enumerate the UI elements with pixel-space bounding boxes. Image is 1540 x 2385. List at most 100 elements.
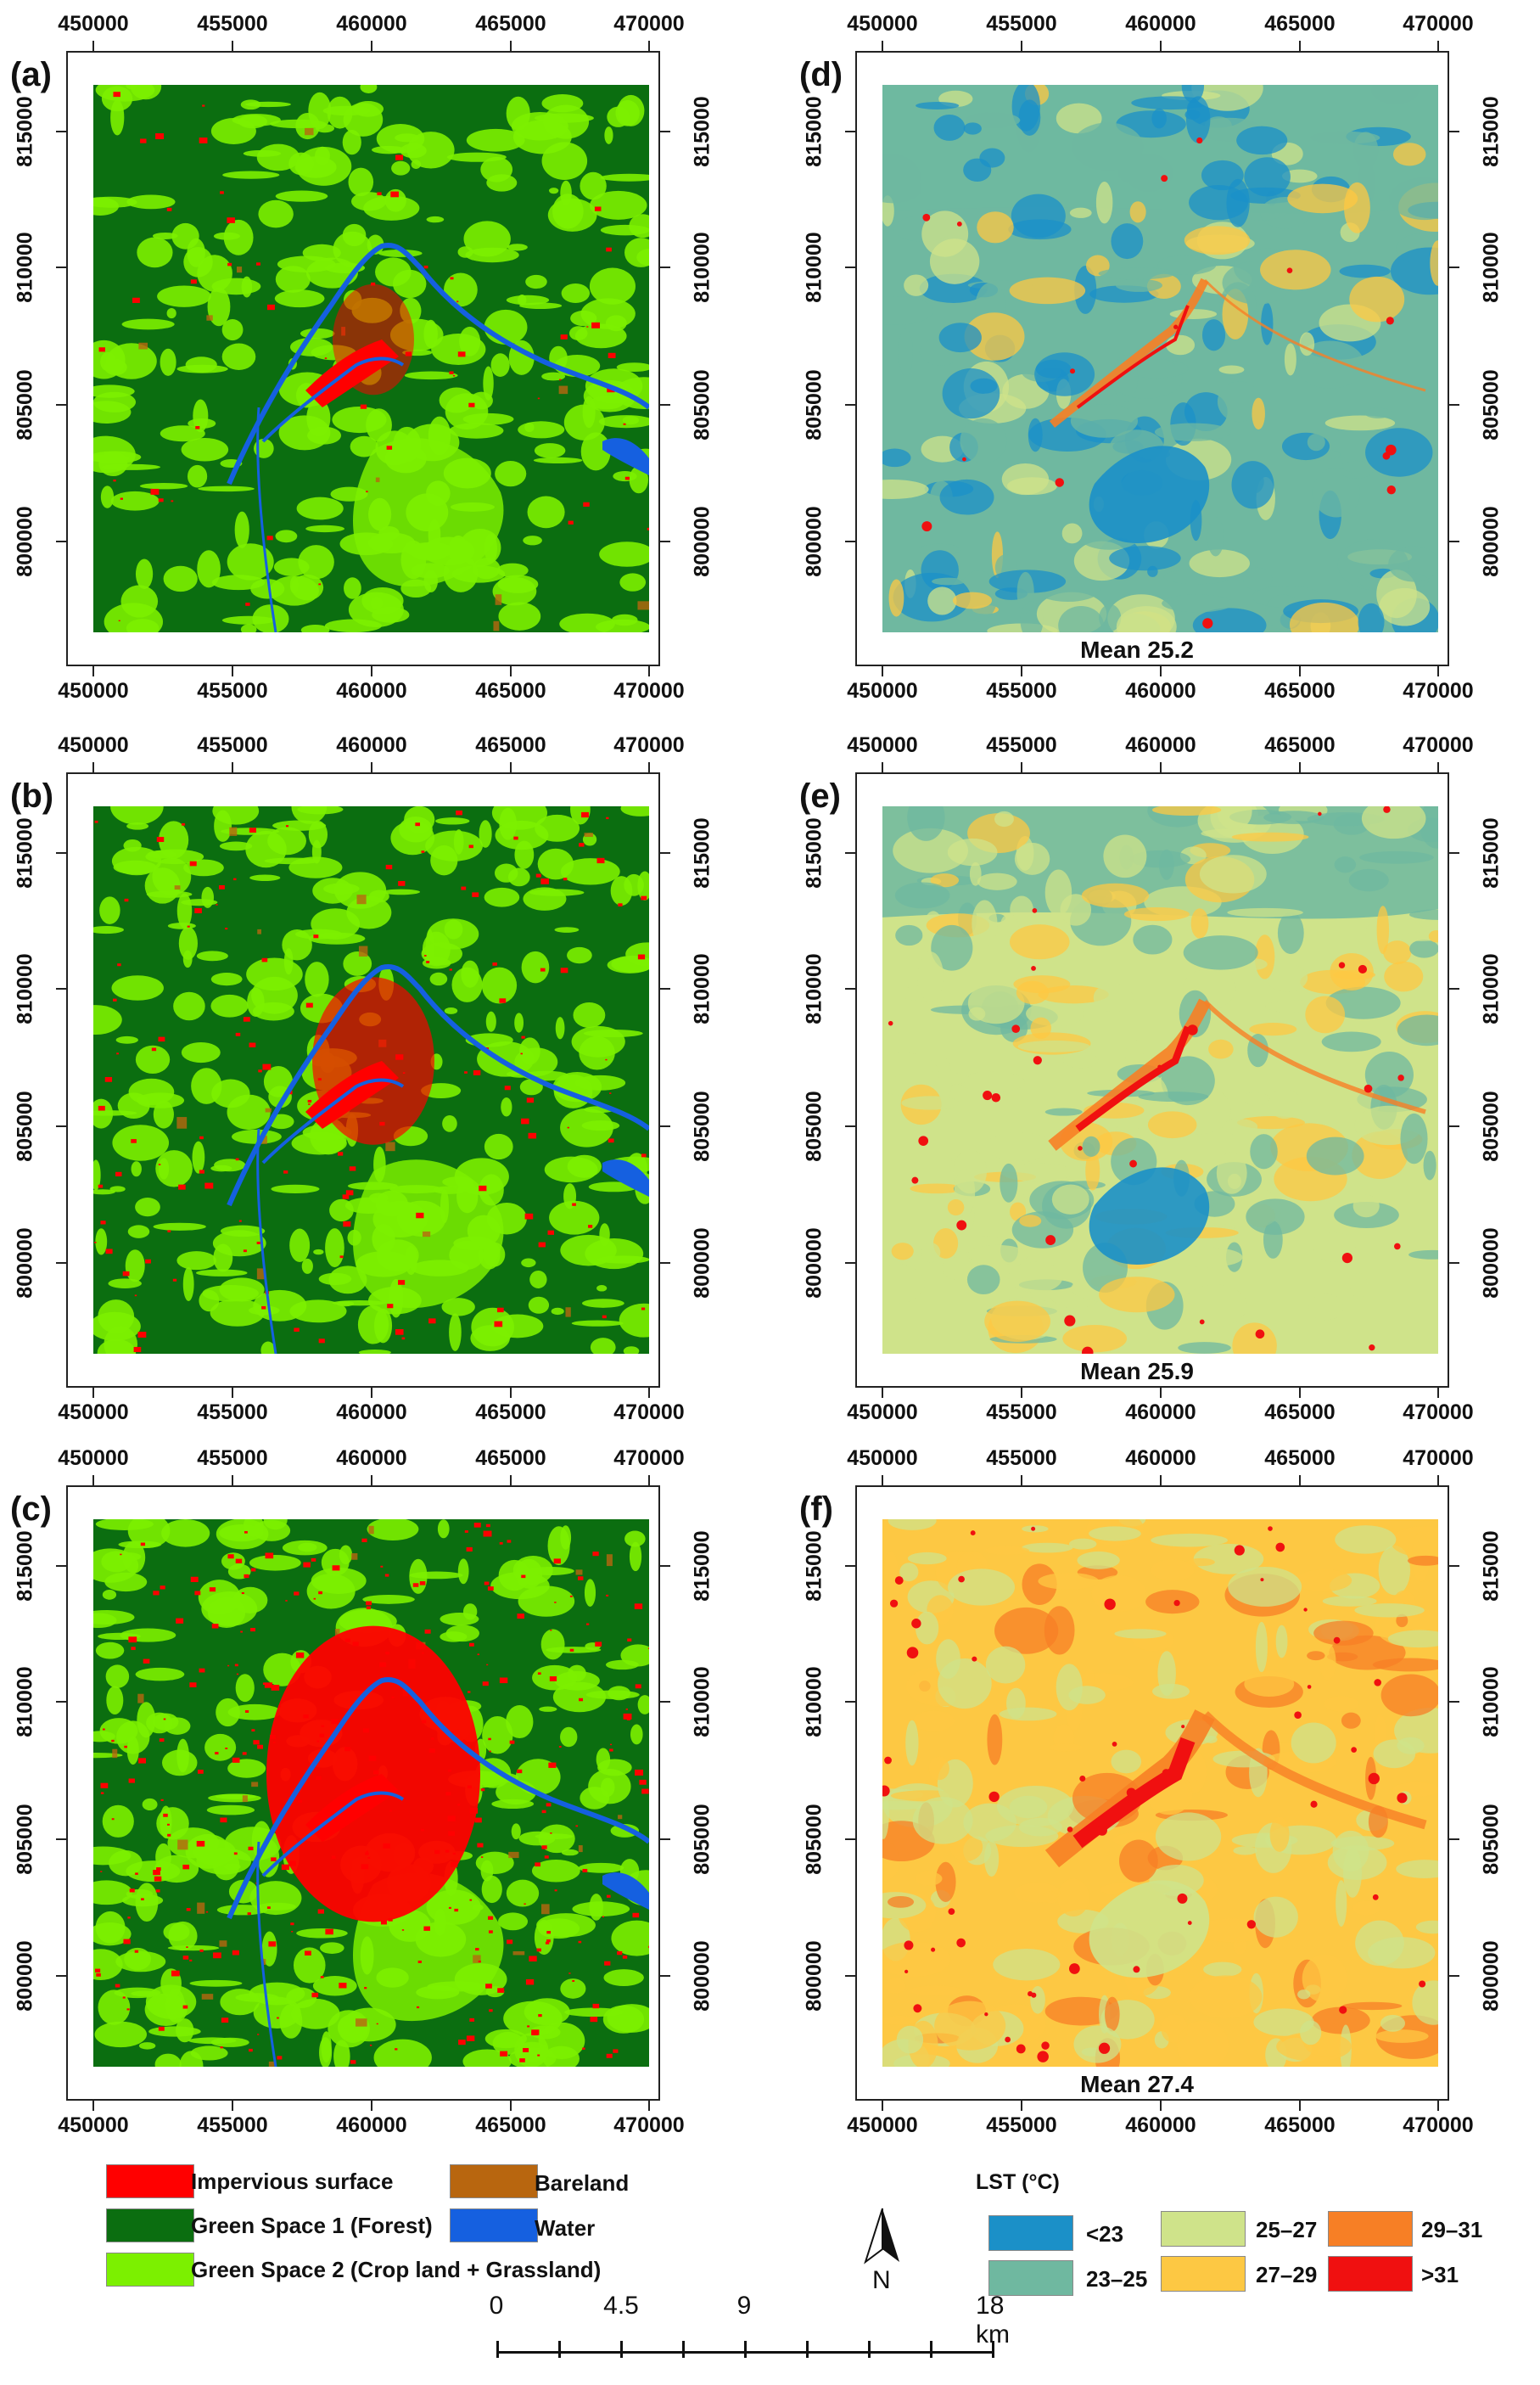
y-tick-mark-left [56, 541, 66, 542]
x-tick-mark-bottom [1160, 2101, 1162, 2111]
y-tick-label-right: 815000 [1479, 1530, 1504, 1602]
x-tick-mark-bottom [1021, 1388, 1022, 1398]
landcover-legend: Impervious surface Green Space 1 (Forest… [106, 2164, 870, 2292]
y-tick-label-left: 810000 [802, 1666, 826, 1737]
x-tick-label-bottom: 465000 [1264, 679, 1336, 703]
legend-swatch-water [450, 2208, 538, 2242]
x-tick-label-bottom: 455000 [197, 2113, 268, 2137]
x-tick-mark-top [1021, 41, 1022, 51]
x-tick-label-bottom: 450000 [847, 1400, 918, 1424]
y-tick-mark-left [845, 1125, 855, 1127]
x-tick-mark-bottom [648, 666, 650, 676]
x-tick-mark-top [232, 1475, 233, 1485]
legend-label-cropland: Green Space 2 (Crop land + Grassland) [191, 2257, 602, 2282]
y-tick-label-right: 815000 [690, 1530, 714, 1602]
x-tick-label-top: 450000 [847, 733, 918, 757]
x-tick-label-top: 470000 [1403, 12, 1474, 36]
x-tick-mark-top [510, 1475, 512, 1485]
x-tick-mark-top [1437, 762, 1439, 772]
legend-label-forest: Green Space 1 (Forest) [191, 2213, 433, 2238]
scale-bar-tick [744, 2341, 747, 2358]
y-tick-mark-right [1449, 1701, 1459, 1703]
x-tick-mark-bottom [371, 2101, 372, 2111]
panel-label: (e) [799, 777, 841, 815]
y-tick-label-right: 800000 [1479, 1227, 1504, 1299]
x-tick-label-bottom: 455000 [986, 679, 1057, 703]
x-tick-mark-top [1160, 41, 1162, 51]
x-tick-label-bottom: 465000 [1264, 2113, 1336, 2137]
legend-swatch-impervious [106, 2164, 194, 2198]
x-tick-mark-top [371, 41, 372, 51]
scale-bar-tick [558, 2341, 561, 2358]
x-tick-label-bottom: 465000 [475, 1400, 546, 1424]
landcover-raster [93, 1519, 649, 2067]
lst-swatch-27-29 [1161, 2256, 1246, 2292]
y-tick-mark-right [1449, 1975, 1459, 1977]
x-tick-mark-top [92, 41, 94, 51]
x-tick-label-bottom: 465000 [1264, 1400, 1336, 1424]
y-tick-mark-left [56, 1262, 66, 1264]
lst-swatch-29-31 [1328, 2211, 1413, 2247]
landcover-raster [93, 806, 649, 1354]
x-tick-label-bottom: 460000 [336, 679, 407, 703]
x-tick-mark-top [882, 762, 883, 772]
x-tick-mark-bottom [1299, 2101, 1301, 2111]
x-tick-mark-top [232, 762, 233, 772]
lst-swatch-lt23 [988, 2215, 1073, 2251]
y-tick-mark-right [1449, 267, 1459, 268]
x-tick-label-top: 455000 [197, 1446, 268, 1470]
x-tick-mark-top [648, 762, 650, 772]
y-tick-mark-left [56, 1975, 66, 1977]
x-tick-label-top: 465000 [475, 733, 546, 757]
y-tick-label-left: 810000 [13, 232, 37, 303]
y-tick-label-left: 815000 [802, 817, 826, 889]
y-tick-label-right: 800000 [690, 1940, 714, 2012]
panel-b: (b) 450000 450000 455000 455000 460000 460000 4… [0, 721, 747, 1460]
y-tick-mark-left [845, 1701, 855, 1703]
y-tick-label-left: 815000 [13, 96, 37, 167]
x-tick-label-top: 460000 [1125, 12, 1196, 36]
x-tick-label-top: 470000 [1403, 1446, 1474, 1470]
x-tick-label-bottom: 455000 [986, 1400, 1057, 1424]
y-tick-label-right: 810000 [1479, 1666, 1504, 1737]
y-tick-mark-right [660, 988, 670, 990]
x-tick-mark-top [371, 762, 372, 772]
x-tick-mark-top [371, 1475, 372, 1485]
x-tick-mark-bottom [1299, 1388, 1301, 1398]
x-tick-label-bottom: 450000 [58, 679, 129, 703]
legend-label-water: Water [535, 2215, 596, 2241]
north-arrow: N [861, 2207, 904, 2294]
y-tick-label-left: 800000 [13, 1940, 37, 2012]
y-tick-mark-right [1449, 1838, 1459, 1840]
x-tick-mark-top [1437, 1475, 1439, 1485]
x-tick-label-bottom: 460000 [1125, 2113, 1196, 2137]
x-tick-mark-top [510, 762, 512, 772]
landcover-map [93, 1519, 649, 2067]
landcover-raster [93, 85, 649, 632]
y-tick-label-right: 810000 [1479, 953, 1504, 1024]
panel-label: (a) [10, 56, 52, 93]
x-tick-mark-bottom [232, 666, 233, 676]
x-tick-label-bottom: 470000 [1403, 2113, 1474, 2137]
x-tick-mark-top [1299, 41, 1301, 51]
y-tick-label-right: 815000 [1479, 817, 1504, 889]
x-tick-mark-bottom [92, 2101, 94, 2111]
panel-e: (e) Mean 25.9 450000 450000 455000 455000 4600… [789, 721, 1536, 1460]
x-tick-mark-bottom [92, 1388, 94, 1398]
x-tick-mark-bottom [1021, 2101, 1022, 2111]
y-tick-label-right: 810000 [690, 953, 714, 1024]
y-tick-label-left: 805000 [13, 1804, 37, 1875]
legend-label-bareland: Bareland [535, 2170, 630, 2196]
y-tick-label-left: 800000 [13, 506, 37, 577]
x-tick-label-bottom: 465000 [475, 2113, 546, 2137]
x-tick-mark-top [1021, 762, 1022, 772]
x-tick-label-top: 450000 [58, 1446, 129, 1470]
x-tick-label-bottom: 455000 [197, 1400, 268, 1424]
lst-raster [882, 85, 1438, 632]
scale-bar-tick [496, 2341, 499, 2358]
scale-bar-tick [682, 2341, 685, 2358]
y-tick-mark-left [56, 1565, 66, 1567]
x-tick-label-bottom: 470000 [613, 1400, 685, 1424]
y-tick-label-right: 805000 [1479, 1091, 1504, 1162]
scale-bar-tick [992, 2341, 994, 2358]
